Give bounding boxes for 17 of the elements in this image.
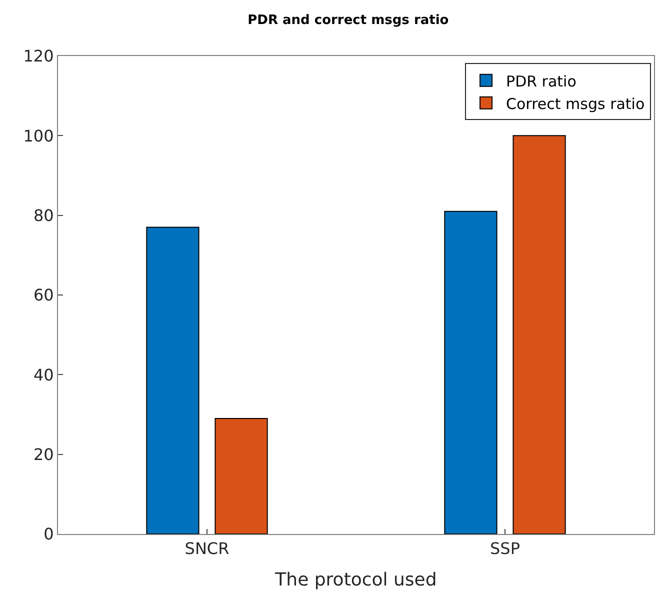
x-tick-label: SSP	[490, 539, 520, 558]
x-axis-title: The protocol used	[274, 569, 437, 590]
y-tick-label: 80	[33, 206, 54, 225]
bar	[214, 418, 268, 534]
bar	[146, 226, 200, 534]
y-tick-label: 40	[33, 365, 54, 384]
x-tick-label: SNCR	[184, 539, 230, 558]
y-tick-label: 100	[23, 126, 54, 146]
bar	[444, 210, 498, 534]
chart-title: PDR and correct msgs ratio	[248, 12, 449, 28]
legend-label: Correct msgs ratio	[506, 94, 645, 113]
y-tick-label: 60	[33, 286, 54, 305]
y-tick-label: 120	[23, 46, 54, 66]
bar	[512, 135, 566, 534]
legend-label: PDR ratio	[506, 72, 576, 90]
y-tick-label: 0	[44, 524, 54, 544]
y-tick-label: 20	[33, 444, 54, 464]
